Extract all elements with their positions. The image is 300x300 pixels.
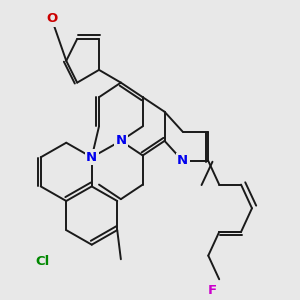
Text: O: O <box>46 12 57 26</box>
Text: F: F <box>207 284 217 297</box>
Text: N: N <box>86 151 97 164</box>
Text: N: N <box>177 154 188 167</box>
Text: Cl: Cl <box>35 255 50 268</box>
Text: N: N <box>115 134 126 147</box>
